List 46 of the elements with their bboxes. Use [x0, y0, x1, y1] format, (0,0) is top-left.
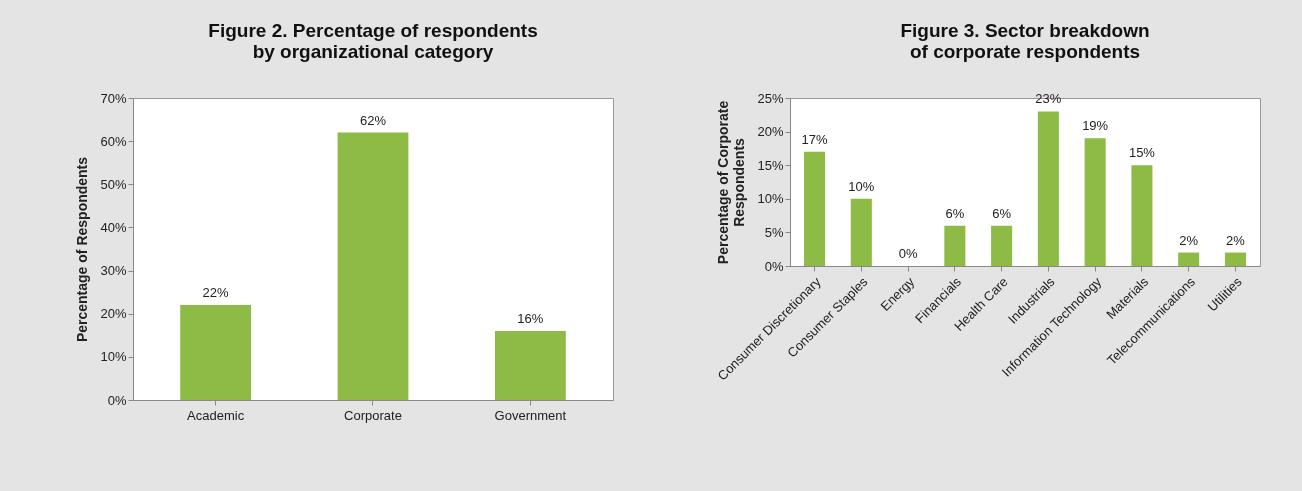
y-tick-label: 50%	[100, 176, 127, 192]
y-axis-title: Percentage of Corporate Respondents	[715, 100, 748, 265]
data-label: 2%	[1226, 232, 1246, 248]
y-tick-label: 0%	[107, 392, 127, 408]
data-label: 6%	[945, 205, 965, 221]
chart-title: Figure 3. Sector breakdown of corporate respondents	[900, 20, 1150, 62]
y-tick-label: 70%	[100, 90, 127, 106]
y-tick-label: 20%	[757, 124, 784, 140]
bar	[1178, 252, 1200, 266]
y-tick-label: 40%	[100, 219, 127, 235]
data-label: 2%	[1179, 232, 1199, 248]
x-tick-label: Government	[494, 407, 567, 423]
data-label: 23%	[1035, 91, 1062, 107]
data-label: 6%	[992, 205, 1012, 221]
y-axis-title: Percentage of Respondents	[74, 156, 91, 343]
y-tick-label: 10%	[100, 349, 127, 365]
bar	[991, 225, 1013, 266]
y-tick-label: 20%	[100, 306, 127, 322]
y-tick-label: 25%	[757, 90, 784, 106]
data-label: 19%	[1082, 118, 1109, 134]
chart-title: Figure 2. Percentage of respondents by organizational category	[208, 20, 538, 62]
bar	[337, 132, 409, 400]
bar	[1131, 165, 1153, 266]
bar	[804, 151, 826, 266]
data-label: 62%	[359, 112, 387, 128]
data-label: 22%	[202, 285, 230, 301]
y-tick-label: 60%	[100, 133, 127, 149]
y-tick-label: 0%	[764, 258, 784, 274]
x-tick-label: Corporate	[344, 407, 402, 423]
y-tick-label: 15%	[757, 157, 784, 173]
x-tick-label: Academic	[187, 407, 245, 423]
data-label: 0%	[898, 246, 918, 261]
bar	[850, 198, 872, 266]
data-label: 10%	[848, 178, 875, 194]
bar	[944, 225, 966, 266]
bar	[1224, 252, 1246, 266]
bar	[1084, 138, 1106, 266]
y-tick-label: 30%	[100, 263, 127, 279]
bar	[1037, 111, 1059, 266]
bar	[180, 305, 252, 400]
data-label: 15%	[1128, 145, 1156, 161]
data-label: 16%	[517, 310, 544, 326]
data-label: 17%	[801, 131, 828, 147]
y-tick-label: 5%	[764, 224, 784, 240]
bar	[494, 330, 566, 400]
y-tick-label: 10%	[757, 191, 784, 207]
